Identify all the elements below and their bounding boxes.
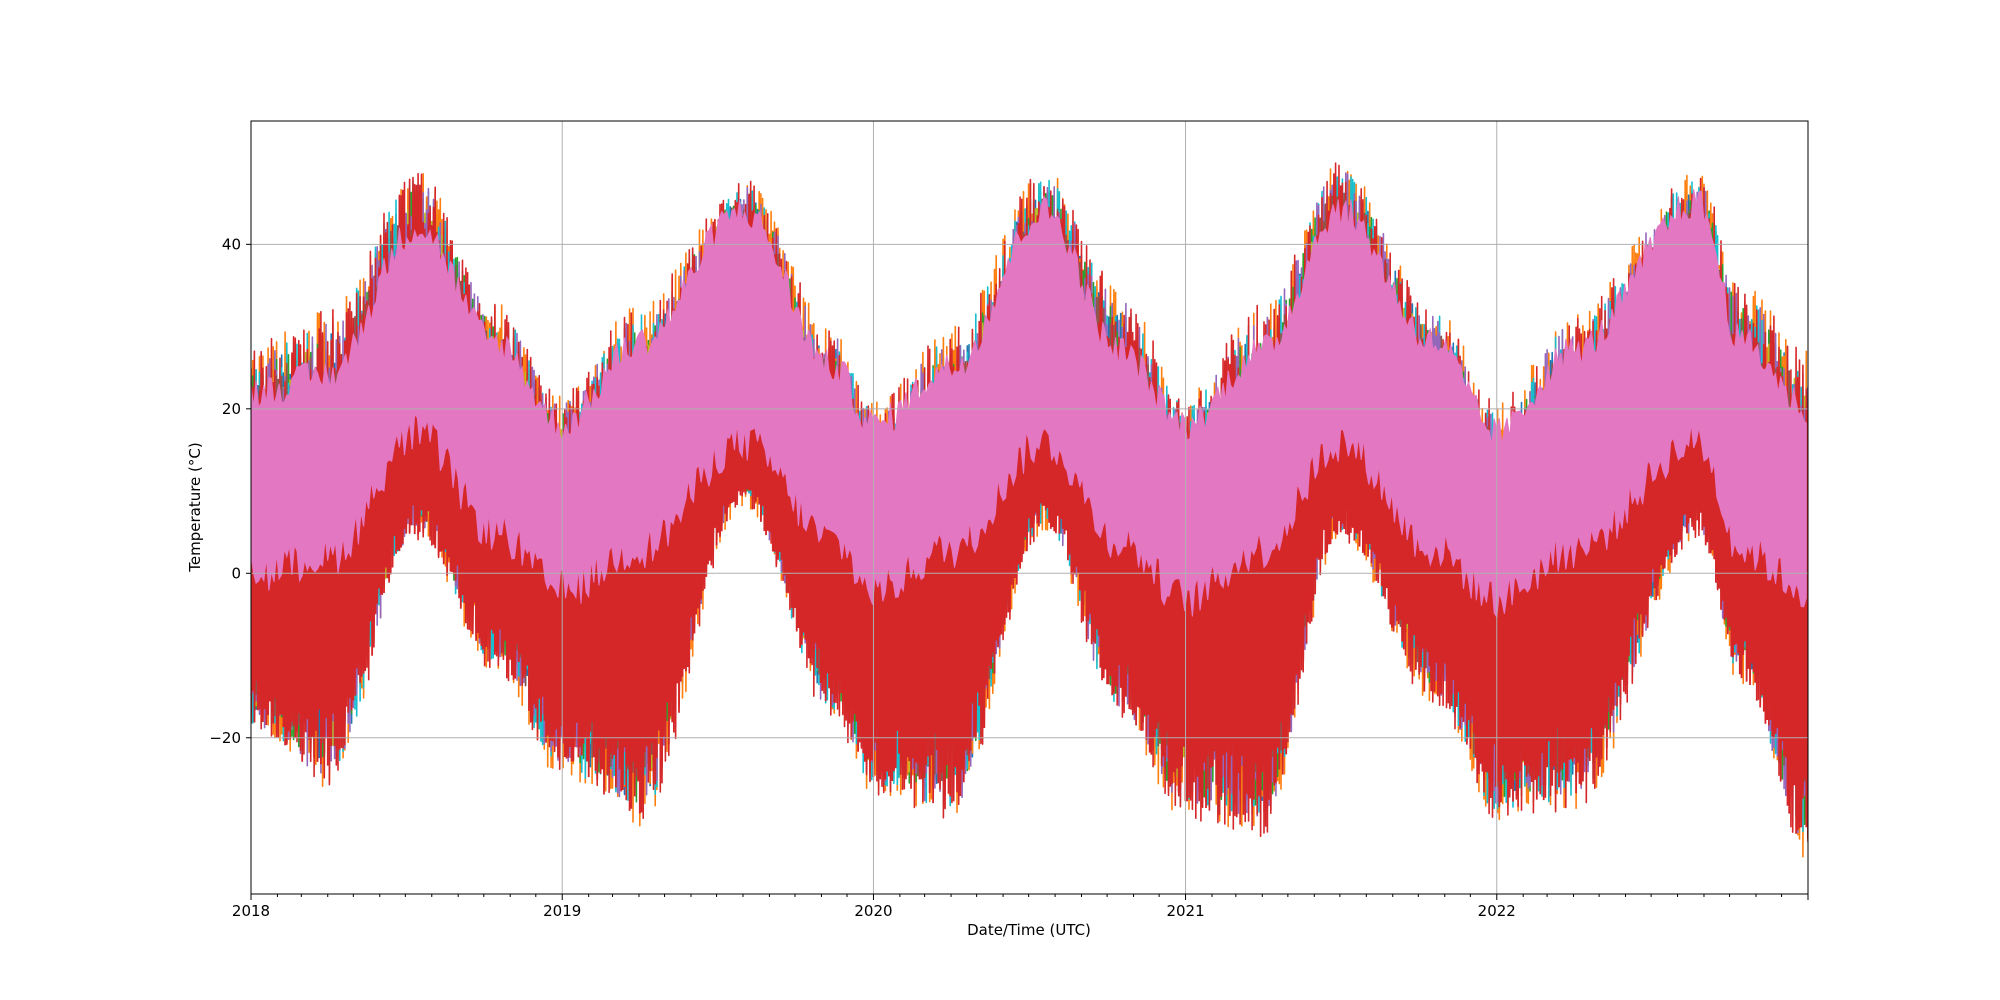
- series-group: [251, 162, 1808, 858]
- grid-lines: [250, 121, 1808, 894]
- series-area: [251, 189, 1807, 619]
- plot-area: [251, 162, 1808, 858]
- x-tick-label: 2018: [232, 902, 270, 920]
- plot-frame: [250, 120, 1809, 895]
- y-tick-label: 40: [222, 235, 241, 253]
- x-tick-label: 2021: [1166, 902, 1204, 920]
- y-tick-label: 20: [222, 400, 241, 418]
- y-tick-label: 0: [231, 564, 241, 582]
- x-tick-label: 2022: [1478, 902, 1516, 920]
- x-tick-label: 2019: [543, 902, 581, 920]
- y-tick-label: −20: [209, 729, 241, 747]
- x-tick-label: 2020: [854, 902, 892, 920]
- series-line: [251, 417, 1808, 839]
- x-axis-label: Date/Time (UTC): [967, 921, 1091, 939]
- y-axis-label: Temperature (°C): [186, 442, 204, 572]
- axis-ticks: −20 0 20 40 2018 2019 2020 2021 2022: [209, 235, 1809, 920]
